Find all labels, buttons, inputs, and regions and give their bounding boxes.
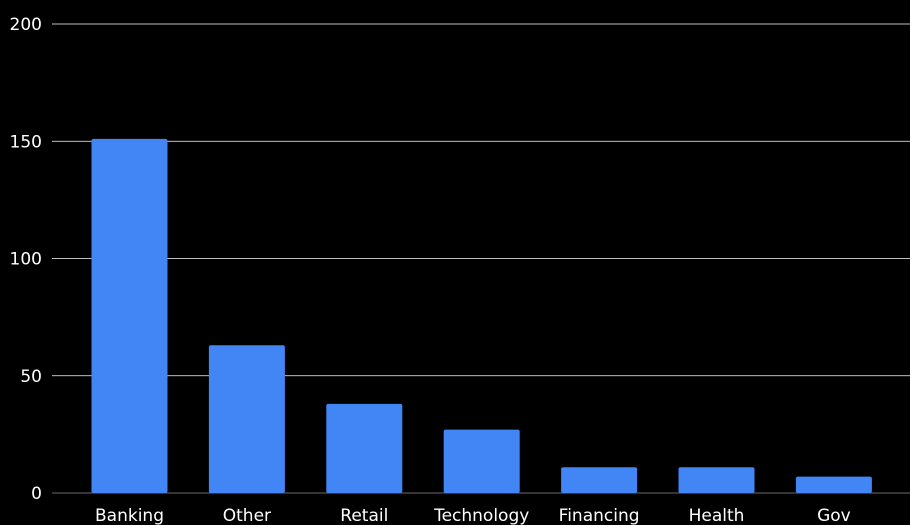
y-tick-label: 100 (10, 250, 42, 270)
y-tick-label: 150 (10, 132, 42, 152)
y-tick-label: 50 (20, 367, 42, 387)
bars (91, 138, 872, 493)
bar-banking (91, 138, 168, 493)
y-axis-ticks: 0 50 100 150 200 (10, 15, 42, 504)
y-tick-label: 200 (10, 15, 42, 35)
bar-other (208, 345, 285, 493)
gridlines (52, 23, 910, 494)
x-tick-label: Banking (95, 506, 164, 525)
x-axis-ticks: Banking Other Retail Technology Financing Hea… (95, 506, 851, 525)
x-tick-label: Technology (433, 506, 529, 525)
y-tick-label: 0 (31, 484, 42, 504)
x-tick-label: Financing (559, 506, 640, 525)
bar-gov (795, 476, 872, 493)
x-tick-label: Gov (817, 506, 851, 525)
bar-financing (561, 467, 638, 493)
bar-health (678, 467, 755, 493)
x-tick-label: Health (689, 506, 745, 525)
bar-retail (326, 403, 403, 493)
x-tick-label: Retail (340, 506, 388, 525)
bar-technology (443, 429, 520, 493)
x-tick-label: Other (223, 506, 271, 525)
